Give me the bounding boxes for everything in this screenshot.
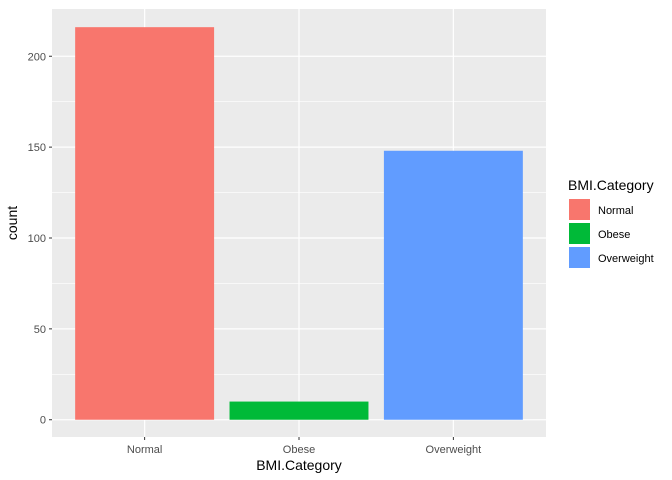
y-tick-label: 200 xyxy=(28,51,46,63)
legend-key-normal xyxy=(569,199,590,220)
legend: BMI.Category Normal Obese Overweight xyxy=(568,177,654,268)
bars xyxy=(75,27,523,420)
legend-label: Overweight xyxy=(598,253,654,265)
x-tick-label: Overweight xyxy=(426,444,482,456)
y-tick-label: 150 xyxy=(28,142,46,154)
y-axis-title: count xyxy=(4,206,20,240)
legend-key-obese xyxy=(569,223,590,244)
bar-obese xyxy=(229,401,369,420)
legend-title: BMI.Category xyxy=(568,177,654,193)
y-axis: 0 50 100 150 200 xyxy=(28,51,52,427)
legend-label: Normal xyxy=(598,205,633,217)
bar-overweight xyxy=(383,150,523,420)
x-tick-label: Normal xyxy=(127,444,162,456)
bar-normal xyxy=(75,27,215,420)
y-tick-label: 0 xyxy=(40,415,46,427)
x-tick-label: Obese xyxy=(283,444,315,456)
y-tick-label: 100 xyxy=(28,233,46,245)
x-axis: Normal Obese Overweight xyxy=(127,437,481,456)
y-tick-label: 50 xyxy=(34,324,46,336)
legend-key-overweight xyxy=(569,247,590,268)
x-axis-title: BMI.Category xyxy=(256,457,342,473)
legend-label: Obese xyxy=(598,229,630,241)
